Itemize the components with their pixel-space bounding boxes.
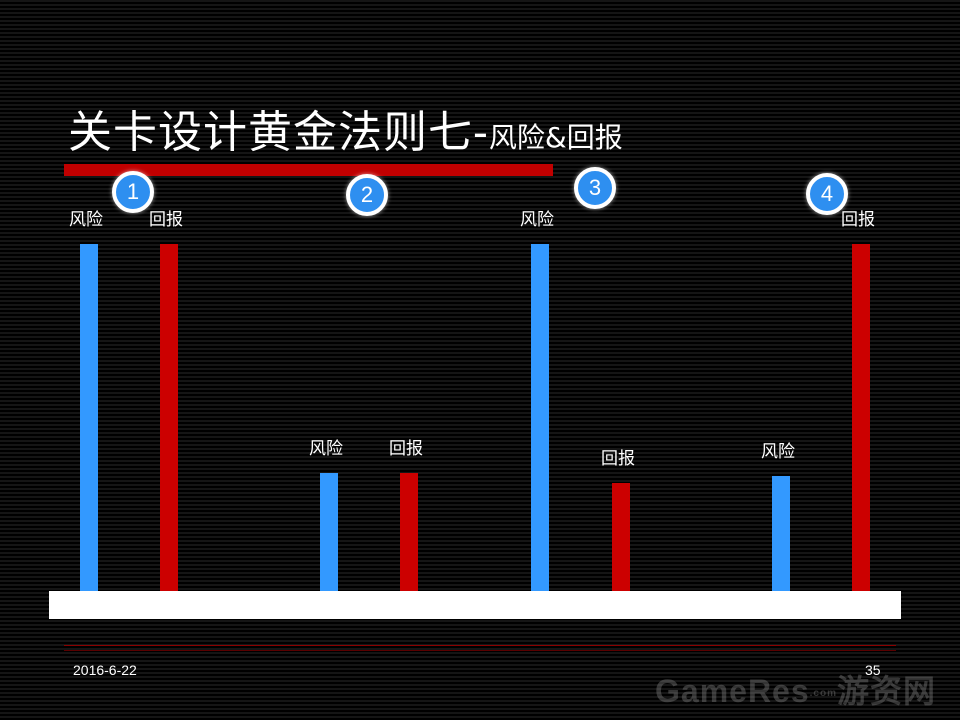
reward-bar-3 (612, 483, 630, 591)
slide-title-sub: 风险&回报 (488, 121, 623, 154)
scenario-badge-2: 2 (346, 174, 388, 216)
risk-label-1: 风险 (69, 210, 103, 229)
risk-label-2: 风险 (309, 439, 343, 458)
page-number: 35 (865, 662, 881, 678)
watermark-cn: 游资网 (836, 673, 936, 709)
slide-title: 关卡设计黄金法则七-风险&回报 (68, 96, 623, 160)
reward-bar-4 (852, 244, 870, 591)
gameres-watermark: GameRes.com游资网 (655, 666, 936, 712)
reward-label-1: 回报 (149, 210, 183, 229)
footer-rule-secondary (64, 650, 896, 651)
footer-rule (64, 645, 896, 646)
slide-date: 2016-6-22 (73, 662, 137, 678)
reward-label-3: 回报 (601, 449, 635, 468)
risk-label-4: 风险 (761, 442, 795, 461)
scenario-badge-4: 4 (806, 173, 848, 215)
risk-bar-3 (531, 244, 549, 591)
chart-baseline (49, 591, 901, 619)
reward-bar-1 (160, 244, 178, 591)
risk-bar-1 (80, 244, 98, 591)
slide-title-main: 关卡设计黄金法则七- (68, 107, 489, 158)
risk-bar-2 (320, 473, 338, 591)
scenario-badge-3: 3 (574, 167, 616, 209)
risk-label-3: 风险 (520, 210, 554, 229)
watermark-dot: .com (809, 688, 837, 700)
reward-label-2: 回报 (389, 439, 423, 458)
reward-bar-2 (400, 473, 418, 591)
title-underline (64, 164, 553, 176)
watermark-brand: GameRes (655, 673, 810, 709)
scenario-badge-1: 1 (112, 171, 154, 213)
reward-label-4: 回报 (841, 210, 875, 229)
risk-bar-4 (772, 476, 790, 591)
